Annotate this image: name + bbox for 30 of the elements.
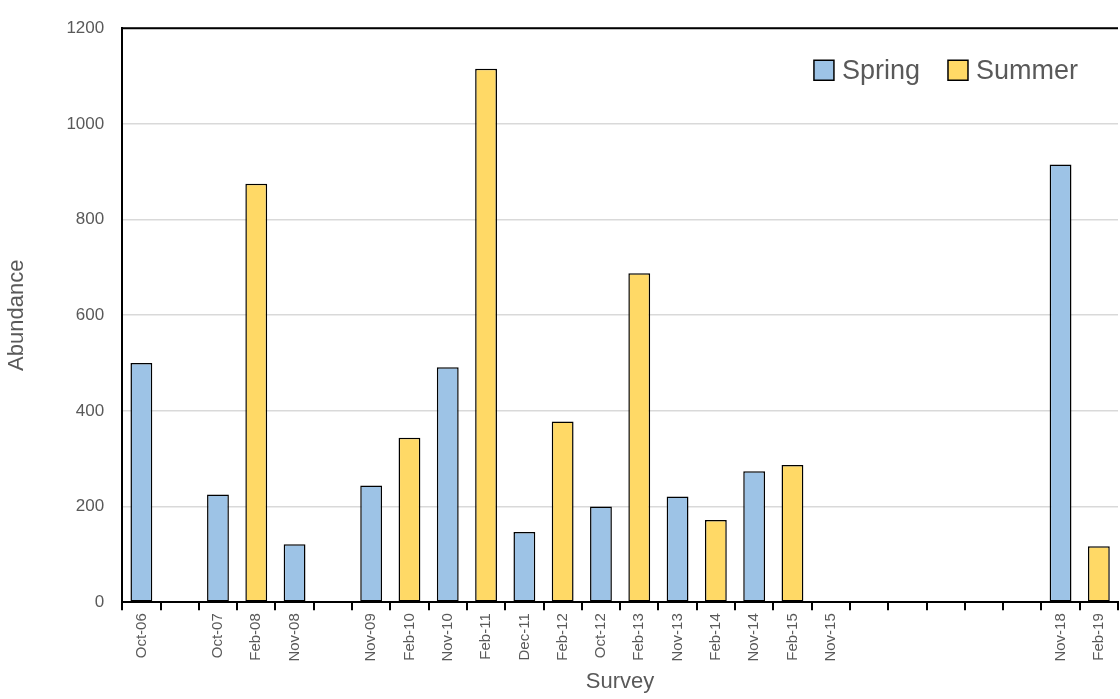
x-tick-label: Nov-09	[361, 613, 379, 662]
x-tick-label: Feb-19	[1088, 613, 1106, 661]
y-tick-label: 0	[94, 591, 105, 611]
x-tick-label: Feb-13	[629, 613, 647, 661]
x-tick-label: Oct-12	[591, 613, 609, 659]
x-tick-label: Feb-11	[476, 613, 494, 660]
x-axis-title: Survey	[585, 667, 655, 693]
y-tick-label: 200	[75, 496, 105, 516]
legend-label: Spring	[841, 54, 920, 85]
x-tick-label: Oct-06	[131, 613, 149, 659]
x-tick-label: Feb-08	[246, 613, 264, 661]
y-tick-label: 800	[75, 209, 105, 229]
x-tick-label: Feb-15	[782, 613, 800, 661]
y-tick-label: 400	[75, 400, 105, 420]
y-tick-label: 1200	[66, 17, 105, 37]
y-tick-label: 1000	[66, 113, 105, 133]
x-tick-label: Nov-18	[1050, 613, 1068, 662]
x-tick-label: Nov-14	[744, 613, 762, 662]
x-tick-label: Dec-11	[514, 613, 532, 661]
x-tick-label: Nov-10	[437, 613, 455, 662]
x-tick-label: Feb-14	[706, 613, 723, 661]
legend-label: Summer	[975, 54, 1079, 85]
y-axis-title: Abundance	[3, 259, 29, 371]
x-tick-label: Feb-12	[552, 613, 570, 661]
x-tick-label: Nov-08	[284, 613, 302, 662]
x-tick-label: Nov-15	[820, 613, 838, 662]
x-tick-label: Nov-13	[667, 613, 685, 662]
y-tick-label: 600	[75, 304, 105, 324]
x-tick-label: Oct-07	[208, 613, 226, 659]
x-tick-label: Feb-10	[399, 613, 417, 661]
